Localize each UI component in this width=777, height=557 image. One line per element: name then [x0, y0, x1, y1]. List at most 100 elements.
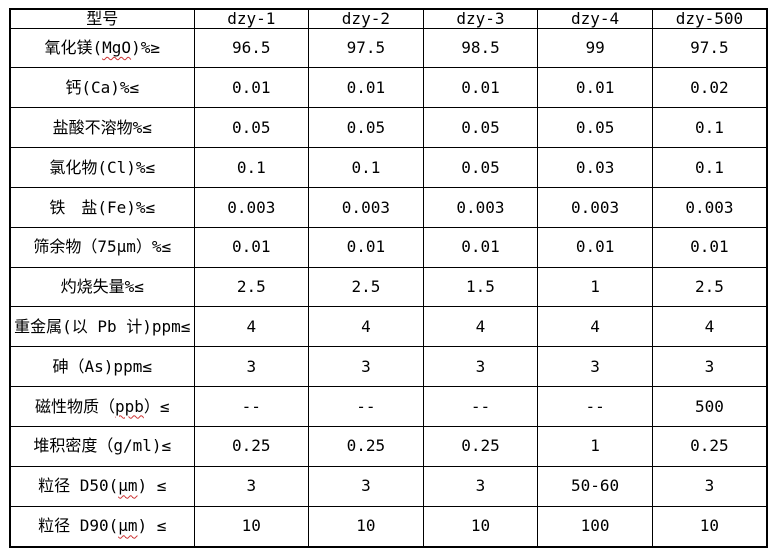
table-header-row: 型号 dzy-1 dzy-2 dzy-3 dzy-4 dzy-500	[9, 8, 768, 29]
cell-value: 3	[193, 346, 310, 388]
cell-value: 98.5	[422, 27, 539, 69]
cell-value: --	[537, 386, 653, 427]
cell-value: 99	[537, 27, 653, 69]
row-label: 筛余物（75μm）%≤	[9, 226, 195, 268]
cell-value: --	[308, 386, 424, 427]
cell-value: 2.5	[308, 266, 424, 308]
cell-value: 0.1	[308, 147, 424, 188]
row-label: 砷（As)ppm≤	[9, 346, 195, 388]
row-label: 铁 盐(Fe)%≤	[9, 186, 195, 228]
cell-value: 10	[308, 505, 424, 548]
table-row: 氯化物(Cl)%≤ 0.1 0.1 0.05 0.03 0.1	[9, 147, 768, 188]
cell-value: 0.003	[651, 186, 768, 228]
cell-value: 0.1	[651, 147, 768, 188]
table-row: 盐酸不溶物%≤ 0.05 0.05 0.05 0.05 0.1	[9, 107, 768, 149]
row-label-text: 氧化镁(	[44, 38, 103, 58]
cell-value: 1	[537, 425, 653, 467]
row-label-text: 磁性物质（	[34, 396, 115, 416]
cell-value: 0.01	[537, 67, 653, 109]
table-row: 堆积密度（g/ml)≤ 0.25 0.25 0.25 1 0.25	[9, 425, 768, 467]
cell-value: 2.5	[651, 266, 768, 308]
cell-value: 10	[193, 505, 310, 548]
cell-value: 4	[308, 306, 424, 348]
row-label: 氧化镁(MgO)%≥	[9, 27, 195, 69]
cell-value: 500	[651, 386, 768, 427]
cell-value: 97.5	[308, 27, 424, 69]
cell-value: 0.003	[537, 186, 653, 228]
row-label: 粒径 D90(μm) ≤	[9, 505, 195, 548]
cell-value: 10	[651, 505, 768, 548]
row-label: 盐酸不溶物%≤	[9, 107, 195, 149]
cell-value: 0.25	[193, 425, 310, 467]
cell-value: 50-60	[537, 465, 653, 507]
table-row: 粒径 D50(μm) ≤ 3 3 3 50-60 3	[9, 465, 768, 507]
row-label-text: ）≤	[143, 396, 170, 416]
cell-value: 0.01	[422, 67, 539, 109]
cell-value: 0.25	[422, 425, 539, 467]
cell-value: 3	[422, 346, 539, 388]
cell-value: 0.003	[422, 186, 539, 228]
column-header-dzy-3: dzy-3	[422, 8, 539, 29]
table-row: 铁 盐(Fe)%≤ 0.003 0.003 0.003 0.003 0.003	[9, 186, 768, 228]
column-header-dzy-2: dzy-2	[308, 8, 424, 29]
cell-value: 4	[422, 306, 539, 348]
row-label-text: ) ≤	[137, 476, 167, 496]
table-row: 粒径 D90(μm) ≤ 10 10 10 100 10	[9, 505, 768, 548]
cell-value: --	[193, 386, 310, 427]
row-label-text: 氯化物(Cl)%≤	[49, 157, 156, 177]
row-label: 灼烧失量%≤	[9, 266, 195, 308]
table-row: 氧化镁(MgO)%≥ 96.5 97.5 98.5 99 97.5	[9, 27, 768, 69]
row-label: 钙(Ca)%≤	[9, 67, 195, 109]
row-label-text: 堆积密度（g/ml)≤	[33, 436, 172, 456]
cell-value: 4	[651, 306, 768, 348]
row-label-text: 灼烧失量%≤	[60, 277, 144, 297]
cell-value: 0.25	[651, 425, 768, 467]
cell-value: 0.003	[308, 186, 424, 228]
row-label: 磁性物质（ppb）≤	[9, 386, 195, 427]
cell-value: 3	[537, 346, 653, 388]
cell-value: 0.05	[308, 107, 424, 149]
row-label: 氯化物(Cl)%≤	[9, 147, 195, 188]
row-label-text: 盐酸不溶物%≤	[52, 117, 152, 137]
table-row: 筛余物（75μm）%≤ 0.01 0.01 0.01 0.01 0.01	[9, 226, 768, 268]
cell-value: 0.01	[308, 226, 424, 268]
cell-value: 3	[651, 465, 768, 507]
column-header-dzy-500: dzy-500	[651, 8, 768, 29]
table-row: 砷（As)ppm≤ 3 3 3 3 3	[9, 346, 768, 388]
column-header-dzy-4: dzy-4	[537, 8, 653, 29]
row-label: 重金属(以 Pb 计)ppm≤	[9, 306, 195, 348]
row-label-text: ) ≤	[137, 516, 167, 536]
row-label-text: 铁 盐(Fe)%≤	[49, 197, 156, 217]
cell-value: 10	[422, 505, 539, 548]
cell-value: 0.01	[537, 226, 653, 268]
cell-value: 0.01	[651, 226, 768, 268]
row-label-text: 粒径 D90(	[38, 516, 119, 536]
column-header-model: 型号	[9, 8, 195, 29]
cell-value: 0.003	[193, 186, 310, 228]
spellcheck-marked-text: μm	[118, 476, 138, 496]
cell-value: 1	[537, 266, 653, 308]
cell-value: 0.05	[422, 107, 539, 149]
cell-value: 0.01	[422, 226, 539, 268]
table-row: 磁性物质（ppb）≤ -- -- -- -- 500	[9, 386, 768, 427]
row-label-text: )%≥	[131, 38, 160, 58]
spellcheck-marked-text: ppb	[114, 396, 144, 416]
row-label-text: 砷（As)ppm≤	[52, 356, 152, 376]
row-label-text: 重金属(以 Pb 计)ppm≤	[14, 317, 191, 336]
cell-value: 4	[537, 306, 653, 348]
row-label-text: 粒径 D50(	[38, 476, 119, 496]
cell-value: 3	[308, 465, 424, 507]
cell-value: 0.01	[193, 226, 310, 268]
cell-value: 2.5	[193, 266, 310, 308]
cell-value: 0.05	[193, 107, 310, 149]
cell-value: 0.05	[537, 107, 653, 149]
cell-value: 0.05	[422, 147, 539, 188]
cell-value: 96.5	[193, 27, 310, 69]
cell-value: 0.01	[308, 67, 424, 109]
row-label: 堆积密度（g/ml)≤	[9, 425, 195, 467]
row-label-text: 钙(Ca)%≤	[65, 78, 140, 98]
cell-value: 3	[308, 346, 424, 388]
cell-value: 0.1	[193, 147, 310, 188]
cell-value: 1.5	[422, 266, 539, 308]
